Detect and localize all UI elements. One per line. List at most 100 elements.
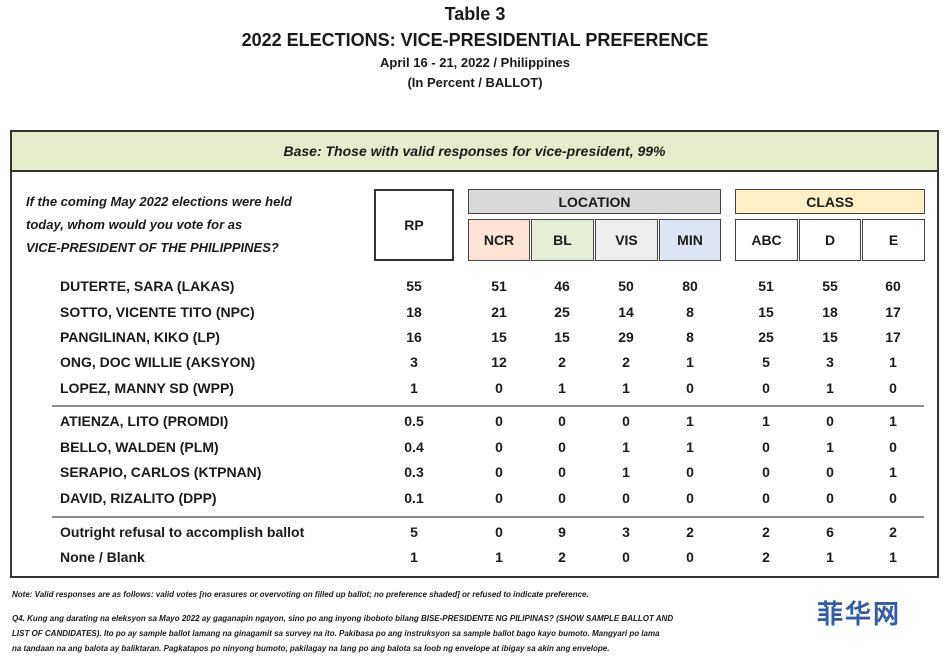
table-cell: 2 <box>762 549 770 565</box>
table-row: PANGILINAN, KIKO (LP) 16 15 15 29 8 25 15 17 <box>12 326 937 350</box>
table-cell: 0 <box>686 380 694 396</box>
table-cell: 25 <box>554 304 570 320</box>
table-cell: 29 <box>618 329 634 345</box>
table-cell: 0 <box>495 439 503 455</box>
table-cell: 1 <box>889 354 897 370</box>
row-label: LOPEZ, MANNY SD (WPP) <box>60 380 234 396</box>
header-abc: ABC <box>735 219 798 261</box>
table-cell: 55 <box>822 278 838 294</box>
footnote-note: Note: Valid responses are as follows: va… <box>12 590 589 599</box>
table-cell: 0 <box>826 464 834 480</box>
header-location: LOCATION <box>468 189 721 214</box>
table-cell: 0 <box>889 490 897 506</box>
table-cell: 2 <box>889 524 897 540</box>
table-cell: 2 <box>686 524 694 540</box>
table-cell: 0 <box>495 524 503 540</box>
table-cell: 2 <box>558 354 566 370</box>
table-cell: 17 <box>885 304 901 320</box>
row-label: BELLO, WALDEN (PLM) <box>60 439 219 455</box>
table-cell: 1 <box>622 464 630 480</box>
header-ncr: NCR <box>468 219 530 261</box>
header-e: E <box>862 219 925 261</box>
table-cell: 0 <box>889 380 897 396</box>
table-cell: 12 <box>491 354 507 370</box>
table-cell: 21 <box>491 304 507 320</box>
row-label: ONG, DOC WILLIE (AKSYON) <box>60 354 256 370</box>
table-cell: 0 <box>558 464 566 480</box>
table-cell: 0 <box>495 380 503 396</box>
table-cell: 0 <box>826 413 834 429</box>
table-cell: 1 <box>826 380 834 396</box>
table-cell: 51 <box>758 278 774 294</box>
table-cell: 8 <box>686 304 694 320</box>
separator-line <box>52 405 924 407</box>
table-cell: 15 <box>554 329 570 345</box>
table-cell: 1 <box>889 413 897 429</box>
table-row: ATIENZA, LITO (PROMDI) 0.5 0 0 0 1 1 0 1 <box>12 410 937 434</box>
table-cell: 0 <box>558 439 566 455</box>
row-label: Outright refusal to accomplish ballot <box>60 524 305 540</box>
table-cell: 1 <box>558 380 566 396</box>
table-cell: 15 <box>758 304 774 320</box>
table-cell: 2 <box>558 549 566 565</box>
table-cell: 80 <box>682 278 698 294</box>
table-cell: 0.3 <box>404 464 424 480</box>
table-cell: 1 <box>686 413 694 429</box>
table-cell: 1 <box>495 549 503 565</box>
table-cell: 46 <box>554 278 570 294</box>
table-cell: 0 <box>762 464 770 480</box>
table-cell: 16 <box>406 329 422 345</box>
table-cell: 1 <box>622 380 630 396</box>
footnote-q4-line1: Q4. Kung ang darating na eleksyon sa May… <box>12 614 674 623</box>
table-cell: 0 <box>622 490 630 506</box>
question-line-2: today, whom would you vote for as <box>26 217 243 232</box>
table-row: SERAPIO, CARLOS (KTPNAN) 0.3 0 0 1 0 0 0 1 <box>12 461 937 485</box>
table-cell: 18 <box>406 304 422 320</box>
row-label: PANGILINAN, KIKO (LP) <box>60 329 220 345</box>
footnote-q4-line2: LIST OF CANDIDATES). Ito po ay sample ba… <box>12 629 660 638</box>
table-cell: 50 <box>618 278 634 294</box>
table-cell: 2 <box>622 354 630 370</box>
separator-line <box>52 516 924 518</box>
footnote-q4-line3: na tandaan na ang balota ay baliktaran. … <box>12 644 610 653</box>
table-cell: 9 <box>558 524 566 540</box>
table-cell: 0 <box>558 413 566 429</box>
table-cell: 18 <box>822 304 838 320</box>
table-cell: 1 <box>826 439 834 455</box>
table-cell: 15 <box>491 329 507 345</box>
table-cell: 0 <box>622 413 630 429</box>
table-cell: 0 <box>495 413 503 429</box>
table-cell: 3 <box>410 354 418 370</box>
table-title: 2022 ELECTIONS: VICE-PRESIDENTIAL PREFER… <box>241 30 709 50</box>
table-cell: 0 <box>558 490 566 506</box>
table-cell: 17 <box>885 329 901 345</box>
base-banner: Base: Those with valid responses for vic… <box>12 132 937 172</box>
header-min: MIN <box>659 219 721 261</box>
table-row: BELLO, WALDEN (PLM) 0.4 0 0 1 1 0 1 0 <box>12 436 937 460</box>
header-class: CLASS <box>735 189 925 214</box>
table-dates: April 16 - 21, 2022 / Philippines <box>379 55 571 70</box>
header-bl: BL <box>531 219 594 261</box>
table-cell: 1 <box>622 439 630 455</box>
row-label: DUTERTE, SARA (LAKAS) <box>60 278 235 294</box>
table-cell: 5 <box>762 354 770 370</box>
table-cell: 0.1 <box>404 490 424 506</box>
table-cell: 1 <box>410 380 418 396</box>
table-cell: 2 <box>762 524 770 540</box>
table-row: DAVID, RIZALITO (DPP) 0.1 0 0 0 0 0 0 0 <box>12 487 937 511</box>
table-cell: 0 <box>495 490 503 506</box>
table-cell: 0 <box>622 549 630 565</box>
table-cell: 51 <box>491 278 507 294</box>
table-cell: 5 <box>410 524 418 540</box>
table-cell: 0 <box>889 439 897 455</box>
table-row: DUTERTE, SARA (LAKAS) 55 51 46 50 80 51 55 60 <box>12 275 937 299</box>
table-cell: 0 <box>686 490 694 506</box>
table-cell: 1 <box>762 413 770 429</box>
table-row: SOTTO, VICENTE TITO (NPC) 18 21 25 14 8 15 18 17 <box>12 301 937 325</box>
table-cell: 0 <box>686 549 694 565</box>
row-label: DAVID, RIZALITO (DPP) <box>60 490 217 506</box>
table-row: None / Blank 1 1 2 0 0 2 1 1 <box>12 546 937 570</box>
header-rp: RP <box>374 189 454 261</box>
row-label: SOTTO, VICENTE TITO (NPC) <box>60 304 255 320</box>
table-cell: 8 <box>686 329 694 345</box>
